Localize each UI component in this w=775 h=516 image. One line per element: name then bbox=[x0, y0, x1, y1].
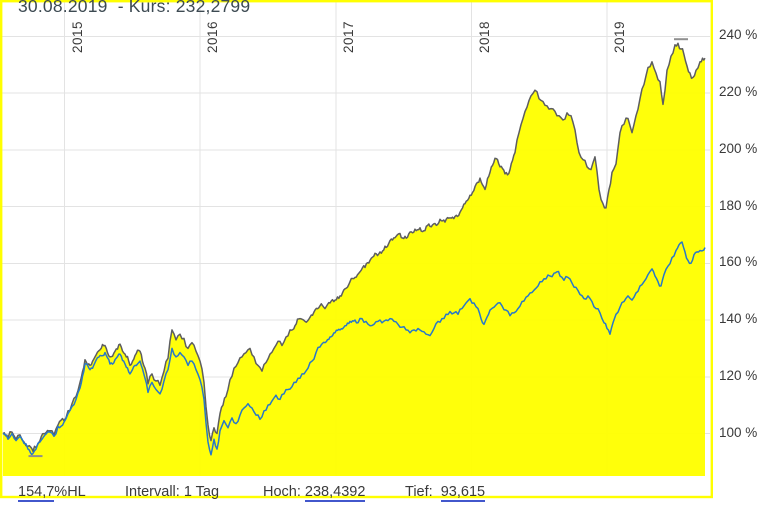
status-high-label: Hoch: bbox=[263, 484, 305, 500]
status-high-value[interactable]: 238,4392 bbox=[304, 484, 366, 502]
y-axis-tick-label: 220 % bbox=[719, 84, 758, 99]
main-series-line bbox=[2, 42, 706, 453]
y-axis-tick-label: 200 % bbox=[719, 141, 758, 156]
y-axis-tick-label: 140 % bbox=[719, 311, 758, 326]
status-hl-percent-value[interactable]: 154,7 bbox=[18, 484, 55, 502]
series-layer bbox=[2, 42, 706, 477]
x-axis-year-label: 2015 bbox=[70, 21, 85, 54]
chart-frame-border bbox=[0, 0, 713, 499]
status-high: Hoch: 238,4392 bbox=[263, 484, 366, 502]
status-hl-percent: 154,7%HL bbox=[18, 484, 86, 502]
x-axis-year-label: 2016 bbox=[205, 21, 220, 54]
y-axis-tick-label: 100 % bbox=[719, 425, 758, 440]
y-axis-tick-label: 160 % bbox=[719, 254, 758, 269]
x-axis-year-label: 2017 bbox=[341, 21, 356, 54]
status-hl-percent-suffix: %HL bbox=[54, 484, 86, 500]
status-low-label: Tief: bbox=[405, 484, 441, 500]
chart-date-price-title: 30.08.2019 - Kurs: 232,2799 bbox=[18, 0, 251, 16]
status-interval: Intervall: 1 Tag bbox=[125, 484, 219, 500]
benchmark-line bbox=[2, 241, 706, 456]
status-bar: 154,7%HL Intervall: 1 Tag Hoch: 238,4392 Ti… bbox=[0, 484, 713, 504]
y-axis-tick-label: 120 % bbox=[719, 368, 758, 383]
status-low: Tief: 93,615 bbox=[405, 484, 486, 502]
main-series-area bbox=[3, 43, 705, 477]
y-axis-tick-label: 180 % bbox=[719, 198, 758, 213]
x-axis-year-label: 2019 bbox=[612, 21, 627, 54]
x-axis-year-label: 2018 bbox=[477, 21, 492, 54]
status-low-value[interactable]: 93,615 bbox=[440, 484, 486, 502]
y-axis-tick-label: 240 % bbox=[719, 27, 758, 42]
status-interval-label: Intervall: 1 Tag bbox=[125, 484, 220, 500]
high-low-markers bbox=[28, 38, 688, 458]
